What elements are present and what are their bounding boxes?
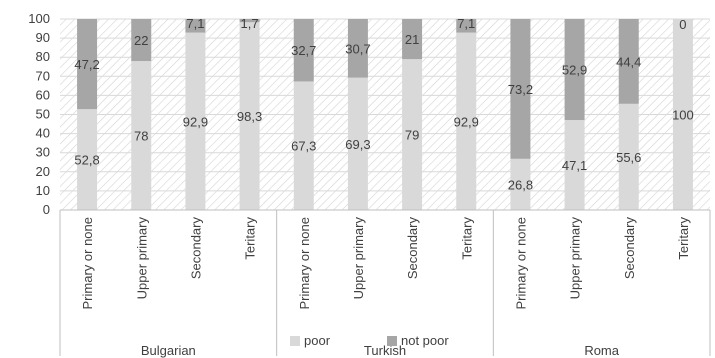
data-label-poor: 55,6 [616,150,641,165]
y-tick-label: 30 [36,145,50,160]
data-label-not-poor: 0 [679,17,686,32]
data-label-not-poor: 52,9 [562,63,587,78]
x-tick-label: Primary or none [80,217,95,309]
legend-swatch [290,336,300,346]
y-tick-label: 40 [36,126,50,141]
bar-not-poor [347,19,368,78]
y-tick-label: 100 [28,11,50,26]
y-tick-label: 90 [36,30,50,45]
data-label-poor: 92,9 [454,114,479,129]
bar-poor [185,32,206,210]
bar-poor [77,109,98,210]
bar-not-poor [131,19,152,62]
bar-poor [239,22,260,211]
x-tick-label: Upper primary [568,217,583,300]
x-tick-label: Primary or none [297,217,312,309]
data-label-not-poor: 21 [405,32,419,47]
data-label-poor: 100 [672,108,694,123]
x-tick-label: Primary or none [513,217,528,309]
y-tick-label: 10 [36,183,50,198]
y-axis-ticks: 0 10 20 30 40 50 60 70 80 90 100 [28,11,50,217]
x-tick-label: Secondary [188,217,203,280]
data-label-poor: 26,8 [508,177,533,192]
data-label-not-poor: 7,1 [457,16,475,31]
data-label-not-poor: 44,4 [616,54,641,69]
data-label-poor: 52,8 [74,153,99,168]
data-label-poor: 47,1 [562,158,587,173]
bar-poor [564,120,585,210]
data-label-not-poor: 7,1 [186,16,204,31]
group-label: Turkish [364,343,406,358]
bar-poor [402,59,423,210]
bar-poor [510,158,531,210]
y-tick-label: 20 [36,164,50,179]
y-tick-label: 0 [43,202,50,217]
data-label-poor: 67,3 [291,139,316,154]
data-label-not-poor: 22 [134,33,148,48]
data-label-poor: 98,3 [237,109,262,124]
bar-poor [347,77,368,211]
y-tick-label: 70 [36,68,50,83]
legend-label: not poor [401,333,449,348]
bar-poor [456,32,477,210]
legend: poor not poor [290,333,449,348]
data-label-not-poor: 1,7 [241,16,259,31]
group-label: Bulgarian [141,343,196,358]
bars [77,19,693,211]
x-tick-label: Secondary [622,217,637,280]
data-label-not-poor: 30,7 [345,41,370,56]
bar-not-poor [618,19,639,104]
data-labels: 52,8 47,2 78 22 92,9 7,1 98,3 1,7 67,3 32,7 69,3 30… [74,16,693,192]
bar-not-poor [564,19,585,121]
data-label-not-poor: 47,2 [74,57,99,72]
data-label-poor: 78 [134,129,148,144]
y-tick-label: 50 [36,107,50,122]
x-axis: Primary or none Upper primary Secondary Ter… [59,209,711,358]
data-label-poor: 92,9 [183,114,208,129]
bar-not-poor [185,19,206,33]
bar-not-poor [402,19,423,60]
data-label-not-poor: 73,2 [508,82,533,97]
legend-label: poor [304,333,331,348]
bar-not-poor [77,19,98,110]
x-tick-label: Teritary [459,217,474,260]
x-tick-label: Upper primary [134,217,149,300]
data-label-poor: 79 [405,128,419,143]
bar-poor [131,61,152,210]
bar-not-poor [293,19,314,82]
bar-poor [672,19,693,210]
group-label: Roma [584,343,619,358]
bar-poor [293,81,314,210]
gridlines [60,18,710,211]
x-tick-label: Secondary [405,217,420,280]
data-label-poor: 69,3 [345,137,370,152]
x-tick-label: Teritary [676,217,691,260]
y-tick-label: 60 [36,87,50,102]
x-tick-label: Teritary [243,217,258,260]
bar-not-poor [510,19,531,159]
legend-swatch [387,336,397,346]
y-tick-label: 80 [36,49,50,64]
bar-poor [618,103,639,210]
bar-not-poor [239,19,260,23]
data-label-not-poor: 32,7 [291,43,316,58]
x-tick-label: Upper primary [351,217,366,300]
bar-not-poor [456,19,477,33]
